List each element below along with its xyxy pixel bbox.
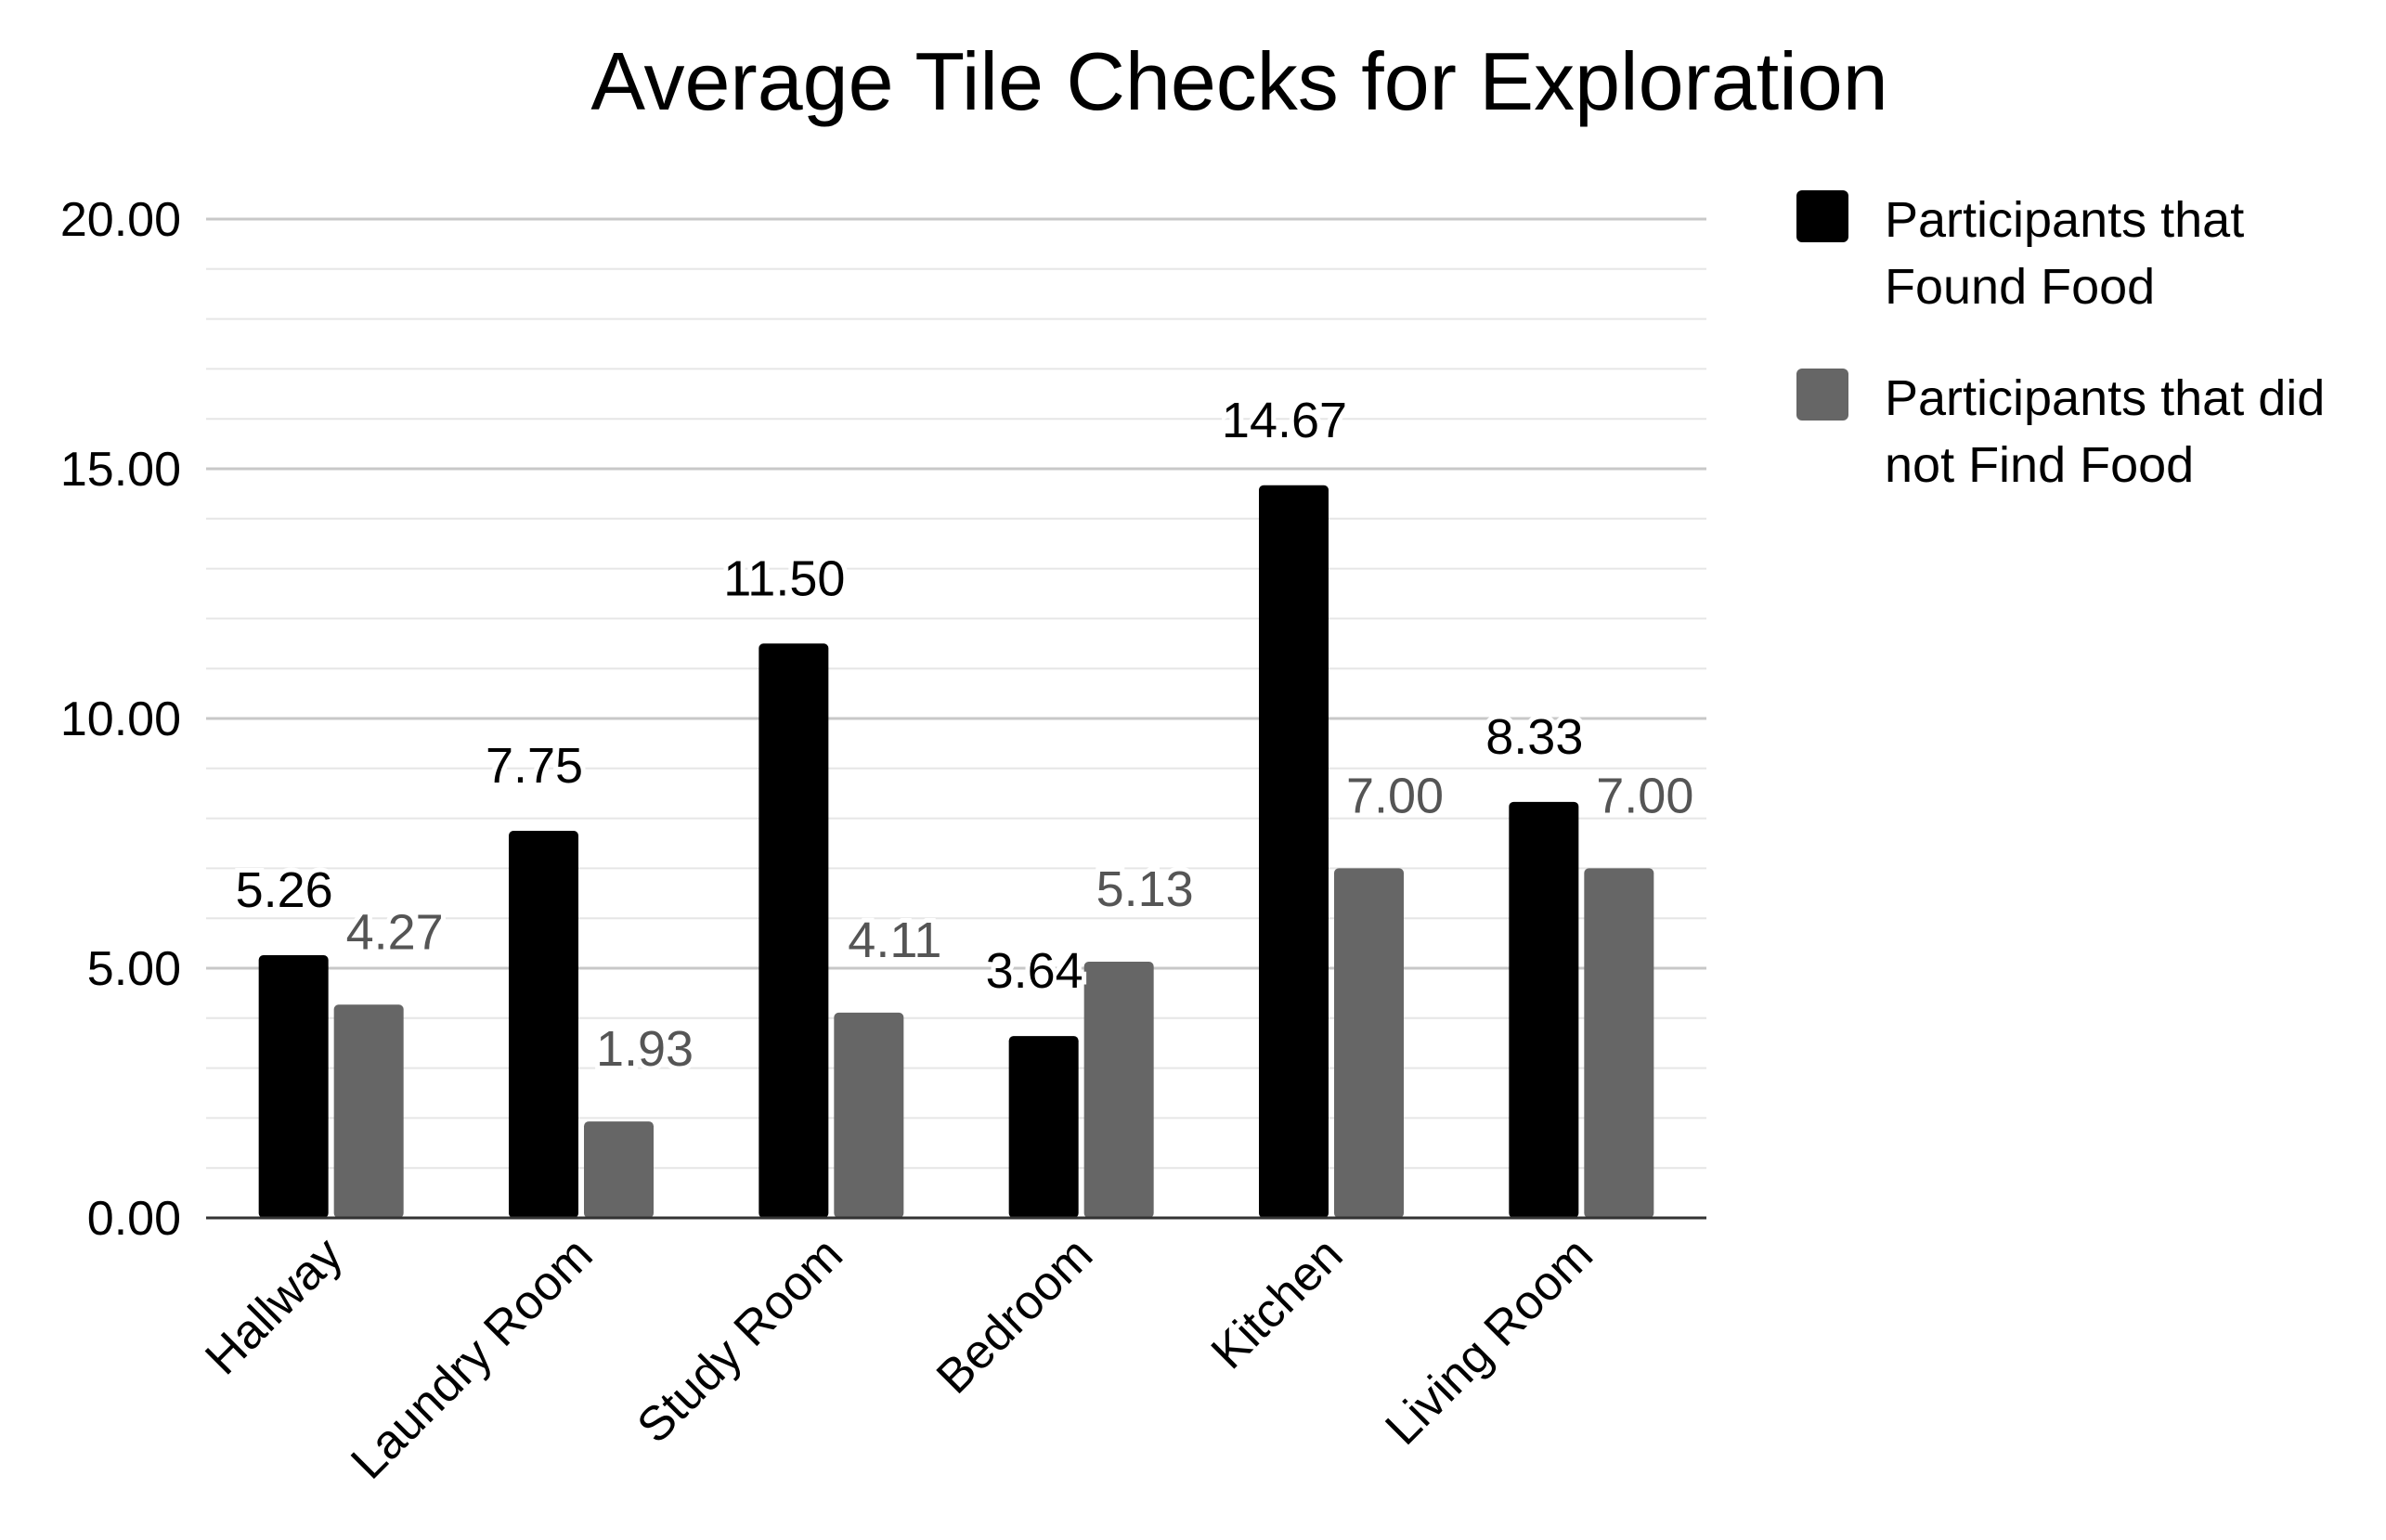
bar-found-study-room (759, 643, 829, 1218)
x-tick-label: Living Room (1375, 1227, 1602, 1455)
data-label: 4.11 (848, 912, 941, 968)
x-tick-label: Study Room (627, 1227, 852, 1453)
legend-swatch (1796, 190, 1848, 242)
y-tick-label: 10.00 (60, 692, 181, 746)
bar-not-found-bedroom (1083, 962, 1154, 1218)
gridlines (206, 217, 1706, 1170)
legend: Participants that Found Food Participants … (1796, 190, 2325, 493)
bar-found-living-room (1509, 801, 1579, 1218)
data-labels: 5.264.27 7.75 1.93 11.50 4.11 3.645.13 14.67 7.… (231, 388, 1699, 1081)
x-tick-label: Laundry Room (341, 1227, 603, 1489)
legend-label: Participants that (1885, 192, 2244, 248)
data-label: 7.00 (1346, 768, 1444, 823)
bar-not-found-living-room (1584, 868, 1654, 1218)
data-label: 11.50 (723, 550, 845, 606)
y-tick-label: 15.00 (60, 443, 181, 497)
data-label: 3.64 (986, 943, 1083, 999)
bar-not-found-hallway (333, 1004, 404, 1218)
bar-not-found-laundry-room (584, 1121, 654, 1218)
bars (258, 485, 1654, 1218)
bar-found-hallway (258, 955, 329, 1218)
legend-label: not Find Food (1885, 437, 2194, 493)
bar-found-laundry-room (509, 831, 578, 1218)
bar-not-found-study-room (834, 1012, 904, 1218)
data-label: 5.26 (236, 862, 333, 918)
bar-not-found-kitchen (1334, 868, 1404, 1218)
x-tick-label: Kitchen (1201, 1227, 1354, 1379)
data-label: 4.27 (346, 904, 444, 960)
chart-title: Average Tile Checks for Exploration (590, 35, 1887, 127)
y-axis: 0.00 5.00 10.00 15.00 20.00 (60, 193, 181, 1246)
y-tick-label: 0.00 (87, 1192, 181, 1246)
legend-label: Participants that did (1885, 370, 2325, 426)
y-tick-label: 20.00 (60, 193, 181, 247)
y-tick-label: 5.00 (87, 942, 181, 996)
bar-found-bedroom (1008, 1036, 1079, 1218)
data-label: 1.93 (596, 1021, 694, 1077)
x-tick-label: Hallway (195, 1227, 353, 1385)
x-tick-label: Bedroom (927, 1227, 1103, 1404)
legend-swatch (1796, 369, 1848, 421)
data-label: 5.13 (1096, 861, 1194, 917)
data-label: 7.75 (486, 738, 583, 794)
data-label: 14.67 (1222, 393, 1347, 448)
data-label: 8.33 (1485, 709, 1583, 765)
bar-found-kitchen (1259, 485, 1329, 1218)
data-label: 7.00 (1596, 768, 1693, 823)
legend-label: Found Food (1885, 259, 2155, 315)
